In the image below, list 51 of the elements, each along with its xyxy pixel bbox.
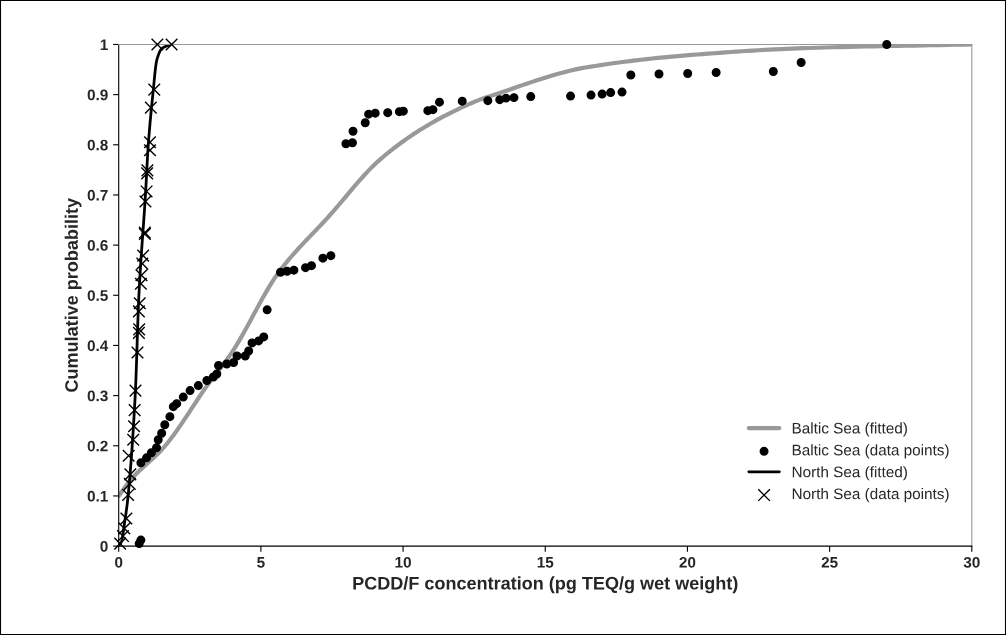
y-tick-label: 0.1 xyxy=(87,490,108,502)
point xyxy=(121,488,135,502)
point xyxy=(132,322,146,336)
point xyxy=(126,433,140,447)
y-axis-title: Cumulative probability xyxy=(64,198,82,392)
x-tick-label: 15 xyxy=(537,557,554,568)
point xyxy=(138,194,152,208)
legend-label: North Sea (data points) xyxy=(792,488,949,503)
point xyxy=(133,296,147,310)
point xyxy=(132,304,146,318)
x-axis-title: PCDD/F concentration (pg TEQ/g wet weight) xyxy=(353,576,738,594)
legend-label: North Sea (fitted) xyxy=(792,466,907,481)
y-tick-label: 0.2 xyxy=(87,440,108,452)
y-tick-label: 0.8 xyxy=(87,139,108,151)
x-tick-label: 30 xyxy=(963,556,980,568)
legend-label: Baltic Sea (fitted) xyxy=(792,422,907,437)
point xyxy=(134,277,148,291)
x-tick-label: 10 xyxy=(395,556,411,568)
point xyxy=(136,249,150,263)
y-tick-label: 1 xyxy=(100,39,108,50)
point xyxy=(132,326,146,340)
y-tick-label: 0 xyxy=(100,540,108,552)
point xyxy=(144,101,158,115)
point xyxy=(116,529,130,543)
x-tick-label: 0 xyxy=(115,556,123,568)
y-tick-label: 0.9 xyxy=(87,89,108,101)
point xyxy=(117,522,131,536)
point xyxy=(130,345,144,359)
point xyxy=(140,184,154,198)
x-tick-label: 25 xyxy=(821,556,838,568)
point xyxy=(127,419,141,433)
x-tick-label: 20 xyxy=(679,556,696,568)
y-tick-label: 0.4 xyxy=(87,340,109,352)
point xyxy=(143,143,157,157)
y-tick-label: 0.5 xyxy=(87,290,108,301)
point xyxy=(135,257,149,271)
legend-label: Baltic Sea (data points) xyxy=(792,444,949,459)
point xyxy=(147,83,161,97)
point xyxy=(122,449,136,463)
x-tick-label: 5 xyxy=(257,557,265,568)
y-tick-label: 0.7 xyxy=(87,189,108,201)
point xyxy=(123,467,137,481)
y-tick-label: 0.3 xyxy=(87,390,108,402)
point xyxy=(143,135,157,149)
point xyxy=(113,537,127,551)
y-tick-label: 0.6 xyxy=(87,239,108,251)
point xyxy=(128,384,142,398)
point xyxy=(134,268,148,282)
point xyxy=(119,512,133,526)
point xyxy=(128,403,142,417)
point xyxy=(123,477,137,491)
